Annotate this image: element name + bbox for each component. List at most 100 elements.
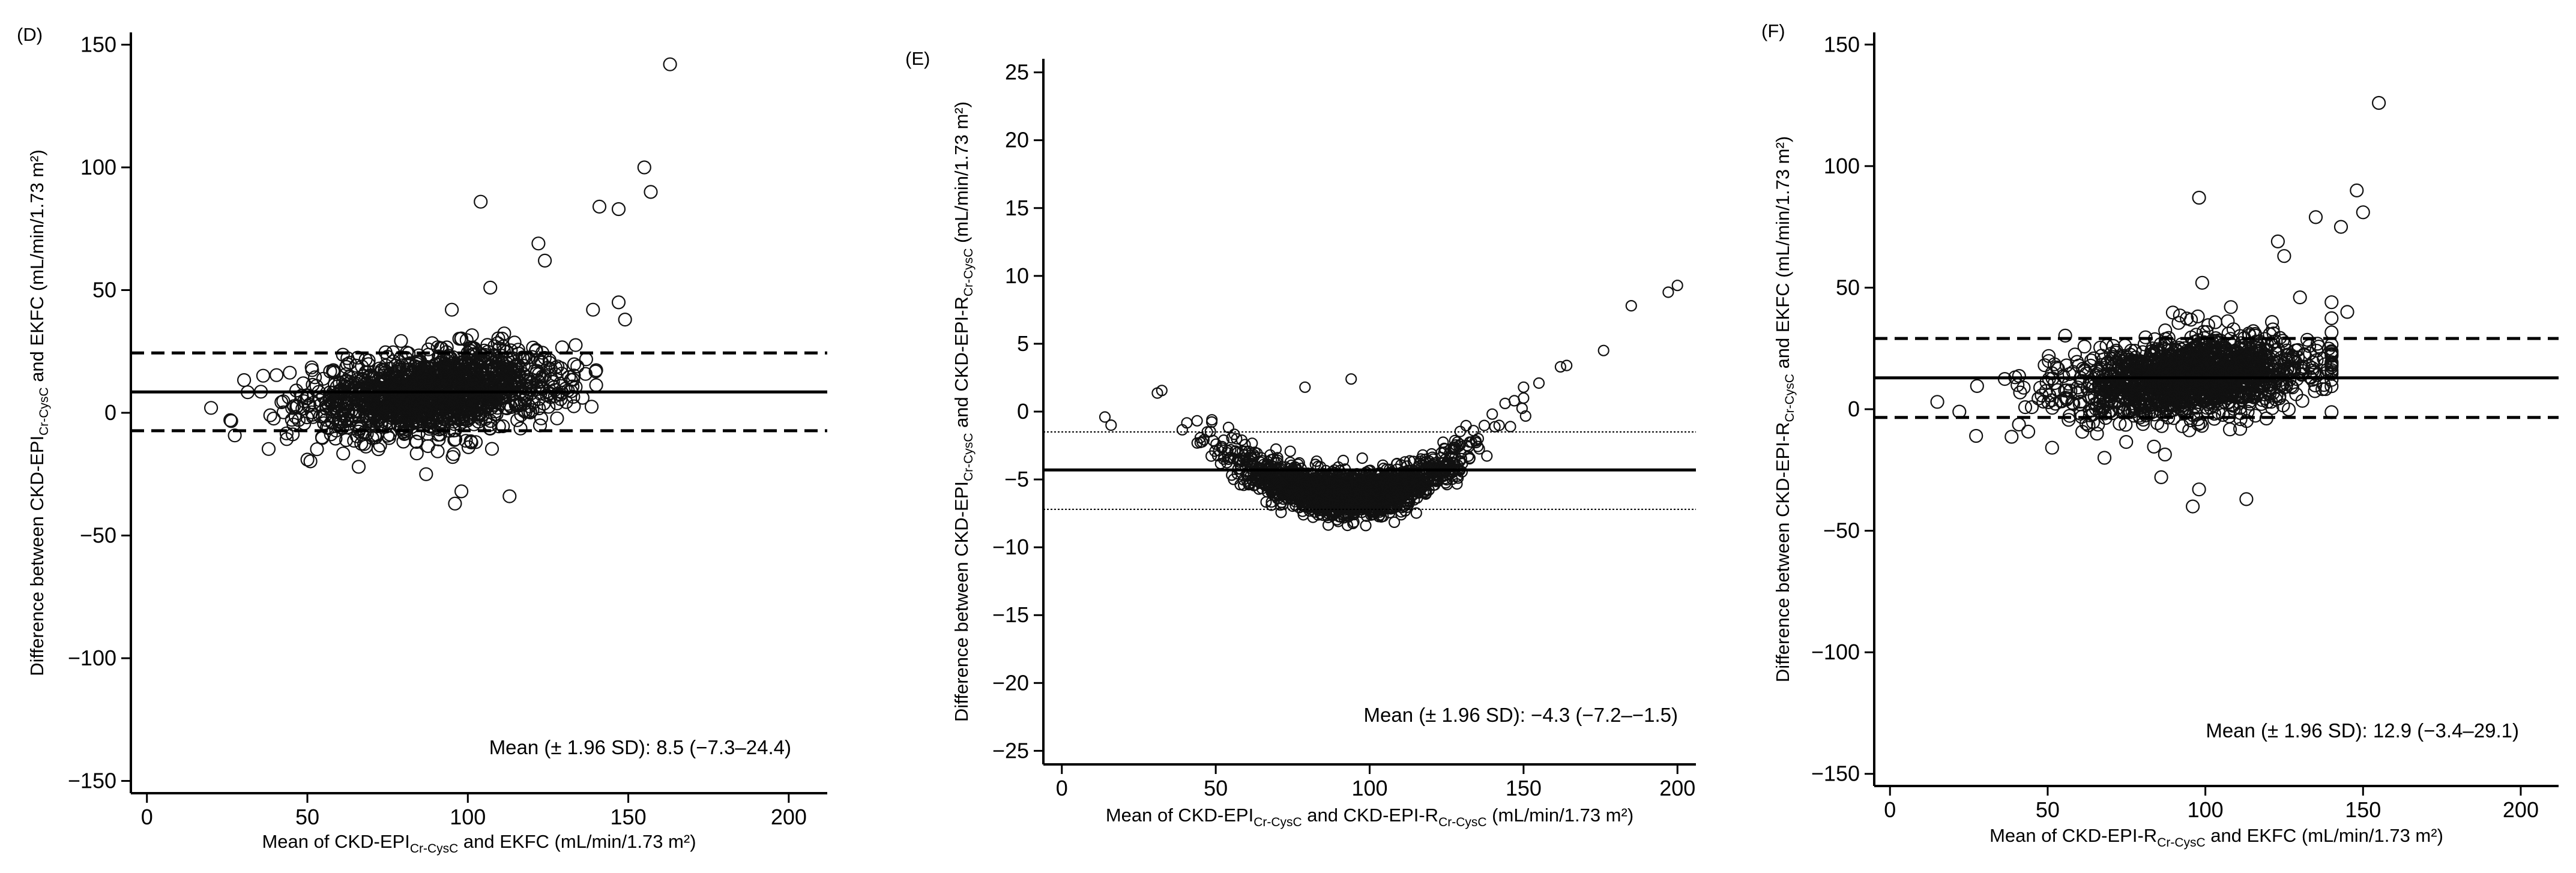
data-point	[1191, 437, 1203, 449]
data-point	[285, 413, 299, 427]
panel-letter: (F)	[1761, 20, 1785, 41]
data-point	[2205, 359, 2219, 374]
data-point	[1196, 436, 1208, 448]
data-point	[375, 410, 389, 424]
data-point	[484, 442, 499, 456]
data-point	[2324, 379, 2339, 394]
data-point	[1332, 461, 1344, 473]
y-tick-label: −50	[80, 523, 116, 548]
data-point	[409, 446, 424, 461]
data-point	[2195, 419, 2209, 433]
data-point	[1671, 280, 1683, 292]
data-point	[394, 334, 408, 348]
data-point	[542, 355, 557, 370]
data-point	[270, 368, 284, 382]
data-point	[513, 421, 528, 436]
data-point	[2187, 389, 2201, 404]
data-point	[2264, 359, 2279, 373]
data-point	[224, 414, 238, 428]
data-point	[2147, 439, 2161, 454]
data-point	[611, 295, 626, 310]
mean-sd-annotation: Mean (± 1.96 SD): 12.9 (−3.4–29.1)	[2206, 719, 2519, 742]
data-point	[1209, 445, 1221, 457]
data-point	[2225, 397, 2239, 412]
x-axis-label: Mean of CKD-EPI-RCr-CysC and EKFC (mL/mi…	[1989, 825, 2443, 850]
data-point	[1278, 487, 1290, 499]
x-axis-label: Mean of CKD-EPICr-CysC and CKD-EPI-RCr-C…	[1106, 805, 1633, 829]
data-point	[456, 401, 471, 416]
data-point	[1404, 487, 1416, 499]
data-point	[2141, 406, 2156, 421]
data-point	[562, 370, 576, 384]
data-point	[337, 415, 352, 429]
data-points	[1930, 95, 2386, 514]
data-point	[2147, 347, 2161, 362]
data-point	[276, 405, 291, 419]
y-tick-label: 100	[80, 155, 116, 179]
data-point	[2218, 354, 2233, 368]
data-point	[2114, 380, 2128, 395]
data-point	[2192, 190, 2206, 205]
data-point	[2013, 385, 2027, 400]
data-point	[592, 199, 607, 214]
data-point	[2075, 374, 2089, 388]
data-point	[1314, 483, 1326, 496]
data-point	[2195, 358, 2209, 373]
data-point	[418, 398, 432, 413]
data-point	[567, 399, 581, 413]
data-point	[2058, 328, 2072, 343]
data-point	[1461, 439, 1473, 452]
data-point	[2156, 394, 2170, 409]
y-axis-label: Difference between CKD-EPICr-CysC and EK…	[26, 149, 51, 676]
data-point	[1396, 485, 1408, 497]
data-point	[1375, 475, 1387, 487]
data-point	[2116, 391, 2131, 406]
data-point	[366, 370, 381, 384]
data-point	[1222, 421, 1235, 434]
data-point	[2176, 350, 2190, 365]
data-point	[313, 409, 328, 424]
data-point	[383, 361, 397, 376]
data-point	[2047, 357, 2062, 371]
data-point	[1348, 516, 1360, 528]
y-tick-label: −150	[68, 769, 116, 793]
data-point	[2356, 205, 2370, 220]
data-point	[541, 400, 556, 414]
data-point	[2237, 355, 2252, 369]
y-tick-label: 15	[1005, 196, 1029, 220]
data-point	[2140, 373, 2155, 387]
y-axis-label: Difference between CKD-EPI-RCr-CysC and …	[1772, 136, 1797, 682]
data-point	[1231, 433, 1243, 445]
data-point	[611, 202, 626, 217]
data-point	[387, 400, 402, 415]
data-point	[1191, 415, 1203, 427]
data-point	[448, 368, 463, 383]
data-point	[1414, 484, 1426, 496]
data-point	[2012, 368, 2026, 383]
data-point	[570, 359, 585, 374]
data-point	[2191, 412, 2205, 427]
data-point	[288, 410, 303, 424]
data-point	[347, 433, 361, 448]
data-point	[1423, 461, 1435, 473]
data-point	[400, 409, 414, 424]
data-point	[2192, 482, 2206, 497]
data-point	[274, 395, 289, 410]
data-point	[403, 375, 418, 389]
data-point	[466, 405, 480, 420]
data-point	[1451, 478, 1463, 490]
data-point	[508, 359, 523, 374]
data-point	[2132, 375, 2147, 389]
y-tick-label: 25	[1005, 60, 1029, 85]
data-point	[483, 421, 497, 436]
data-point	[1224, 451, 1236, 464]
data-point	[534, 372, 549, 386]
y-tick-label: 100	[1824, 154, 1860, 178]
data-point	[2033, 380, 2048, 395]
data-point	[303, 454, 318, 469]
data-point	[1271, 452, 1283, 464]
data-point	[1099, 411, 1111, 423]
data-point	[2207, 344, 2222, 358]
data-point	[489, 356, 504, 371]
